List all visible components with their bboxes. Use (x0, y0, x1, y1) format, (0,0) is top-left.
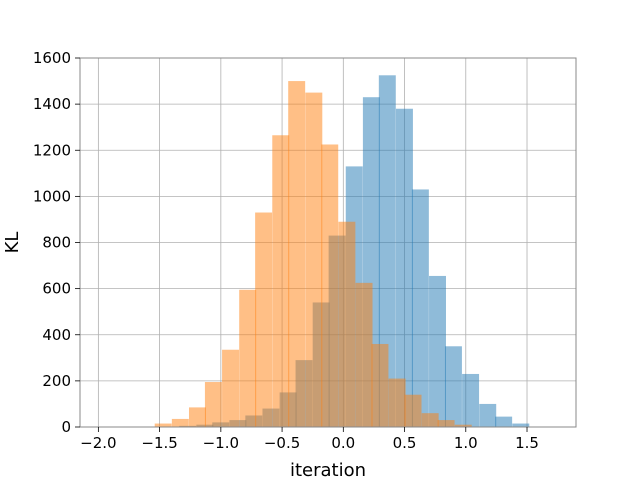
y-axis-ticks: 0 200 400 600 800 1000 1200 1400 1600 (33, 49, 80, 436)
histogram-bar (188, 407, 206, 427)
histogram-bar (454, 424, 472, 427)
x-tick-label: 1.0 (454, 434, 478, 452)
histogram-bar (154, 423, 172, 427)
histogram-bar (421, 413, 439, 427)
histogram-bar (378, 75, 396, 427)
histogram-bar (404, 394, 422, 427)
histogram-bar (388, 378, 406, 427)
y-tick-label: 1400 (33, 95, 71, 113)
histogram-bar (204, 382, 222, 427)
histogram-bar (355, 282, 373, 427)
histogram-bar (171, 418, 189, 427)
x-tick-label: −2.0 (80, 434, 116, 452)
x-axis-ticks: −2.0 −1.5 −1.0 −0.5 0.0 0.5 1.0 1.5 (80, 427, 539, 452)
histogram-bar (371, 343, 389, 427)
histogram-bar (272, 135, 290, 427)
x-tick-label: 0.5 (393, 434, 417, 452)
histogram-bar (222, 349, 240, 427)
histogram-bar (239, 289, 257, 427)
histogram-bar (411, 189, 429, 427)
histogram-bar (495, 416, 513, 427)
histogram-bar (395, 108, 413, 428)
x-tick-label: −1.5 (141, 434, 177, 452)
x-tick-label: −0.5 (264, 434, 300, 452)
histogram-bar (255, 212, 273, 427)
y-tick-label: 0 (61, 418, 71, 436)
x-tick-label: 0.0 (331, 434, 355, 452)
y-tick-label: 600 (42, 280, 71, 298)
histogram-bar (444, 346, 462, 427)
y-tick-label: 1200 (33, 141, 71, 159)
histogram-bar (462, 373, 480, 427)
y-tick-label: 400 (42, 326, 71, 344)
x-tick-label: −1.0 (203, 434, 239, 452)
x-axis-label: iteration (290, 460, 366, 480)
y-axis-label: KL (2, 232, 23, 254)
histogram-bar (512, 423, 530, 427)
histogram-bar (429, 275, 446, 427)
histogram-bar (305, 92, 323, 427)
histogram-bar (437, 420, 455, 427)
x-tick-label: 1.5 (515, 434, 539, 452)
y-tick-label: 1600 (33, 49, 71, 67)
histogram-bar (479, 403, 497, 427)
y-tick-label: 800 (42, 234, 71, 252)
y-tick-label: 1000 (33, 187, 71, 205)
histogram-bar (321, 144, 339, 427)
y-tick-label: 200 (42, 372, 71, 390)
series-1-bars (154, 81, 472, 427)
histogram-bars (154, 75, 530, 428)
histogram-bar (338, 221, 356, 427)
histogram-bar (288, 81, 306, 427)
